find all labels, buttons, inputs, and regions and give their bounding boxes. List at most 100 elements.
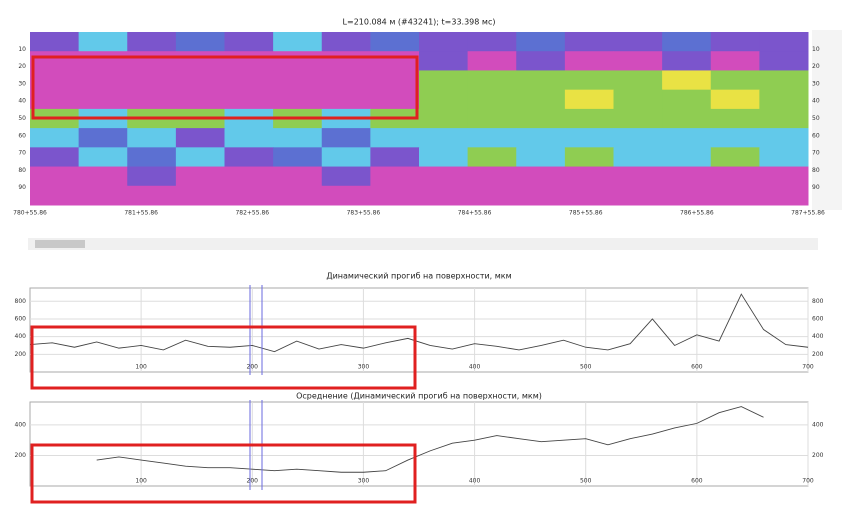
x-tick-label: 500 xyxy=(580,364,592,371)
x-tick-label: 786+55.86 xyxy=(680,210,714,217)
x-tick-label: 700 xyxy=(802,364,814,371)
heatmap-cell xyxy=(175,185,225,206)
heatmap-cell xyxy=(127,147,177,168)
heatmap-cell xyxy=(759,89,809,110)
heatmap-cell xyxy=(710,32,760,52)
overlay xyxy=(30,55,419,504)
heatmap-cell xyxy=(710,185,760,206)
heatmap-cell xyxy=(613,70,663,91)
heatmap-cell xyxy=(30,128,80,148)
heatmap-cell xyxy=(78,185,128,206)
heatmap-cell xyxy=(613,108,663,129)
heatmap-cell xyxy=(662,89,712,110)
heatmap-cell xyxy=(564,108,614,129)
heatmap-cell xyxy=(564,128,614,148)
heatmap-cell xyxy=(759,128,809,148)
chart-title: L=210.084 м (#43241); t=33.398 мс) xyxy=(343,18,496,27)
heatmap-cell xyxy=(78,32,128,52)
heatmap-cell xyxy=(467,51,517,71)
heatmap-cell xyxy=(370,166,420,187)
heatmap-cell xyxy=(516,89,566,110)
heatmap-cell xyxy=(321,32,371,52)
heatmap-cell xyxy=(419,32,469,52)
y-tick-label: 60 xyxy=(18,132,26,139)
heatmap-cell xyxy=(662,108,712,129)
heatmap-cell xyxy=(516,51,566,71)
heatmap-cell xyxy=(321,147,371,168)
x-tick-label: 600 xyxy=(691,478,703,485)
heatmap-cell xyxy=(370,89,420,110)
heatmap-cell xyxy=(224,185,274,206)
heatmap-cell xyxy=(224,166,274,187)
heatmap-cell xyxy=(467,70,517,91)
y-tick-label: 70 xyxy=(812,150,820,157)
x-tick-label: 700 xyxy=(802,478,814,485)
y-tick-label: 400 xyxy=(812,333,824,340)
x-tick-label: 600 xyxy=(691,364,703,371)
heatmap-cell xyxy=(564,185,614,206)
heatmap-cell xyxy=(759,185,809,206)
y-tick-label: 40 xyxy=(812,98,820,105)
heatmap-cell xyxy=(127,128,177,148)
heatmap-cell xyxy=(224,32,274,52)
y-tick-label: 400 xyxy=(15,333,27,340)
heatmap-cell xyxy=(419,128,469,148)
heatmap-cell xyxy=(175,32,225,52)
heatmap-cell xyxy=(273,147,323,168)
x-tick-label: 787+55.86 xyxy=(791,210,825,217)
y-tick-label: 200 xyxy=(15,452,27,459)
scrollbar-track[interactable] xyxy=(28,238,818,250)
y-tick-label: 90 xyxy=(18,184,26,191)
heatmap-cell xyxy=(419,70,469,91)
heatmap-cell xyxy=(516,108,566,129)
heatmap-cell xyxy=(175,128,225,148)
heatmap-cell xyxy=(30,70,80,91)
y-tick-label: 10 xyxy=(18,46,26,53)
heatmap-cell xyxy=(467,89,517,110)
x-tick-label: 200 xyxy=(247,478,259,485)
heatmap-cell xyxy=(273,166,323,187)
heatmap-cell xyxy=(419,185,469,206)
x-tick-label: 200 xyxy=(247,364,259,371)
y-tick-label: 70 xyxy=(18,150,26,157)
side-panel xyxy=(812,30,842,210)
heatmap-cell xyxy=(78,166,128,187)
x-tick-label: 300 xyxy=(358,478,370,485)
heatmap-cell xyxy=(662,166,712,187)
heatmap-cell xyxy=(662,185,712,206)
heatmap-cell xyxy=(516,32,566,52)
y-tick-label: 200 xyxy=(812,452,824,459)
scrollbar-thumb[interactable] xyxy=(35,240,85,248)
heatmap-cell xyxy=(710,89,760,110)
heatmap-cell xyxy=(30,185,80,206)
y-tick-label: 20 xyxy=(18,63,26,70)
heatmap-cell xyxy=(175,89,225,110)
heatmap-cell xyxy=(419,166,469,187)
heatmap-cell xyxy=(516,185,566,206)
heatmap-cell xyxy=(467,128,517,148)
heatmap-cell xyxy=(30,51,80,71)
x-tick-label: 782+55.86 xyxy=(235,210,269,217)
heatmap-cell xyxy=(759,108,809,129)
heatmap-cell xyxy=(78,128,128,148)
heatmap-cell xyxy=(564,51,614,71)
heatmap-cell xyxy=(370,70,420,91)
heatmap-cell xyxy=(127,32,177,52)
y-tick-label: 50 xyxy=(812,115,820,122)
heatmap-cell xyxy=(613,32,663,52)
heatmap-cell xyxy=(662,147,712,168)
heatmap-cell xyxy=(273,51,323,71)
heatmap-cell xyxy=(662,51,712,71)
heatmap-cell xyxy=(613,166,663,187)
heatmap-cell xyxy=(224,147,274,168)
highlight-box xyxy=(30,443,417,504)
y-tick-label: 50 xyxy=(18,115,26,122)
x-tick-label: 400 xyxy=(469,364,481,371)
heatmap-cell xyxy=(467,147,517,168)
y-tick-label: 200 xyxy=(812,351,824,358)
y-tick-label: 800 xyxy=(812,298,824,305)
y-tick-label: 400 xyxy=(812,421,824,428)
heatmap-cell xyxy=(710,128,760,148)
y-tick-label: 600 xyxy=(812,315,824,322)
